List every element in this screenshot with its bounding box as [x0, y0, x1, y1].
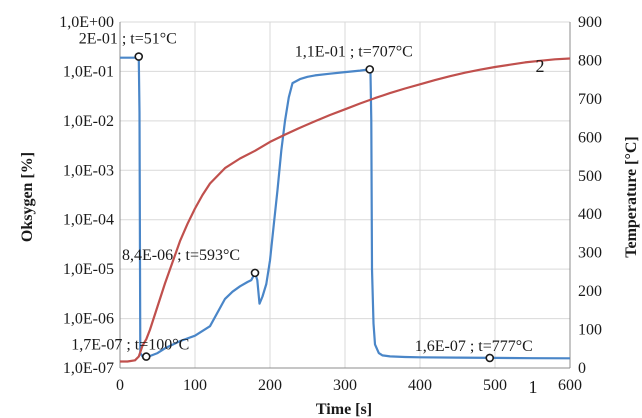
- annotation-label: 1,7E-07 ; t=100°C: [71, 337, 189, 354]
- series-label: 2: [536, 56, 545, 76]
- y-left-tick-label: 1,0E-02: [63, 113, 114, 130]
- y-right-tick-label: 200: [578, 283, 602, 300]
- annotation-label: 2E-01 ; t=51°C: [79, 31, 177, 48]
- annotation-marker: [485, 353, 495, 363]
- y-right-tick-label: 600: [578, 129, 602, 146]
- y-right-tick-label: 0: [578, 360, 586, 377]
- y-right-tick-label: 700: [578, 91, 602, 108]
- y-left-tick-label: 1,0E-07: [63, 360, 114, 377]
- y-right-tick-label: 800: [578, 52, 602, 69]
- x-tick-label: 500: [483, 377, 507, 394]
- y-right-tick-label: 400: [578, 206, 602, 223]
- x-axis-title: Time [s]: [316, 401, 372, 418]
- annotation-label: 1,1E-01 ; t=707°C: [295, 43, 413, 60]
- annotation-label: 1,6E-07 ; t=777°C: [415, 338, 533, 355]
- y-right-tick-label: 500: [578, 168, 602, 185]
- x-tick-label: 100: [183, 377, 207, 394]
- x-tick-label: 400: [408, 377, 432, 394]
- temperature-series-line: [120, 57, 571, 363]
- tick-labels: 1,0E-07 1,0E-06 1,0E-05 1,0E-04 1,0E-03 1,0E-…: [59, 14, 602, 394]
- y-left-axis-title: Oksygen [%]: [19, 152, 36, 242]
- x-tick-label: 200: [258, 377, 282, 394]
- x-tick-label: 600: [558, 377, 582, 394]
- annotation-marker: [250, 268, 260, 278]
- y-left-tick-label: 1,0E-06: [63, 311, 114, 328]
- y-left-tick-label: 1,0E-01: [63, 63, 114, 80]
- grid-lines: [119, 21, 571, 369]
- series-label: 1: [529, 377, 538, 397]
- annotation-labels: 1 2 2E-01 ; t=51°C 1,7E-07 ; t=100°C 8,4E-06…: [71, 31, 544, 397]
- y-left-tick-label: 1,0E-05: [63, 261, 114, 278]
- annotation-marker: [365, 65, 375, 74]
- annotation-label: 8,4E-06 ; t=593°C: [122, 247, 240, 264]
- y-left-tick-label: 1,0E-03: [63, 162, 114, 179]
- axes: [119, 22, 571, 369]
- y-right-tick-label: 300: [578, 245, 602, 262]
- y-right-axis-title: Temperature [°C]: [623, 136, 640, 257]
- x-tick-label: 0: [116, 377, 124, 394]
- annotation-markers: [134, 52, 495, 363]
- x-tick-label: 300: [333, 377, 357, 394]
- y-right-tick-label: 100: [578, 322, 602, 339]
- y-left-tick-label: 1,0E-04: [63, 212, 114, 229]
- annotation-marker: [134, 52, 144, 61]
- y-right-tick-label: 900: [578, 14, 602, 31]
- annotation-marker: [141, 352, 151, 361]
- y-left-tick-label: 1,0E+00: [59, 14, 114, 31]
